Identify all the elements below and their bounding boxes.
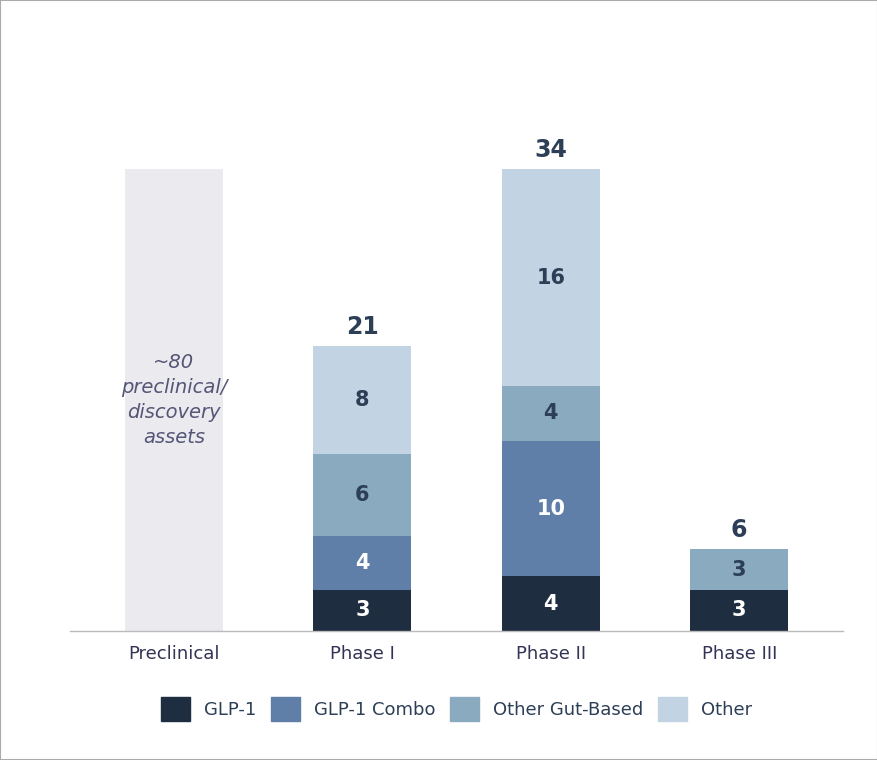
Text: 6: 6 [731, 518, 746, 543]
Text: ~80
preclinical/
discovery
assets: ~80 preclinical/ discovery assets [120, 353, 227, 447]
Text: 34: 34 [534, 138, 567, 162]
Bar [313, 536, 410, 590]
Bar [502, 441, 599, 576]
Text: 6: 6 [354, 485, 369, 505]
Text: 4: 4 [543, 404, 558, 423]
Bar [689, 549, 788, 590]
Text: 3: 3 [731, 559, 745, 580]
Text: 10: 10 [536, 499, 565, 518]
Text: 3: 3 [731, 600, 745, 620]
Text: 4: 4 [543, 594, 558, 613]
Text: 8: 8 [354, 390, 369, 410]
Bar [502, 386, 599, 441]
Bar [313, 346, 410, 454]
Text: 3: 3 [354, 600, 369, 620]
Bar [689, 590, 788, 631]
Bar [313, 454, 410, 536]
Text: 16: 16 [536, 268, 565, 287]
Legend: GLP-1, GLP-1 Combo, Other Gut-Based, Other: GLP-1, GLP-1 Combo, Other Gut-Based, Oth… [153, 690, 759, 728]
Bar [502, 576, 599, 631]
Bar [313, 590, 410, 631]
Text: Obesity Development Pipeline, by MoA (n=141): Obesity Development Pipeline, by MoA (n=… [140, 37, 737, 58]
Bar [502, 169, 599, 386]
Bar [125, 169, 223, 631]
Text: 4: 4 [354, 553, 369, 573]
Text: 21: 21 [346, 315, 378, 339]
